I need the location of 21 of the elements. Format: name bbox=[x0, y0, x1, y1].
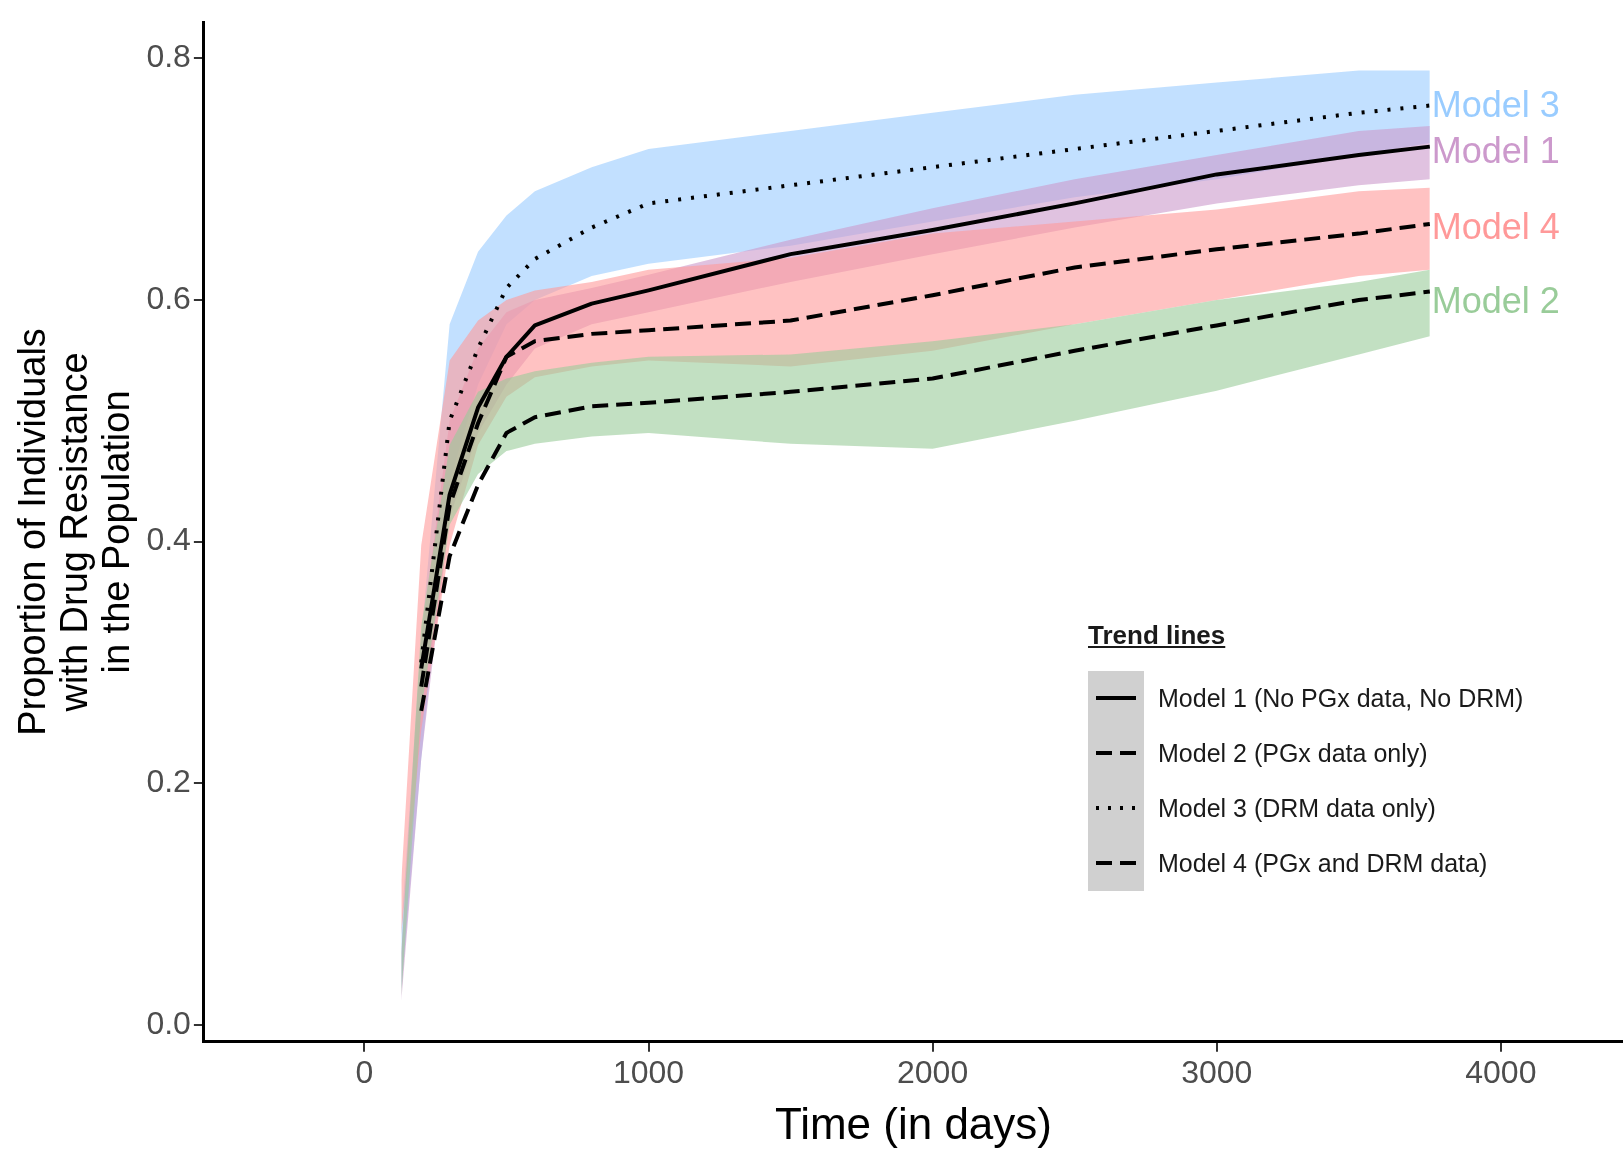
legend-label: Model 4 (PGx and DRM data) bbox=[1158, 849, 1488, 878]
y-tick-label: 0.4 bbox=[146, 521, 191, 558]
legend-label: Model 2 (PGx data only) bbox=[1158, 739, 1428, 768]
y-tick-label: 0.2 bbox=[146, 763, 191, 800]
x-tick-label: 3000 bbox=[1181, 1053, 1253, 1090]
x-tick-label: 2000 bbox=[897, 1053, 969, 1090]
legend-label: Model 4 bbox=[1431, 205, 1560, 247]
legend-label: Model 3 (DRM data only) bbox=[1158, 794, 1436, 823]
legend-label: Model 3 bbox=[1431, 83, 1560, 125]
legend-label: Model 1 (No PGx data, No DRM) bbox=[1158, 684, 1524, 713]
legend-title: Trend lines bbox=[1088, 620, 1227, 651]
x-tick-label: 4000 bbox=[1465, 1053, 1537, 1090]
legend-label: Model 1 bbox=[1431, 129, 1560, 171]
x-tick-label: 0 bbox=[355, 1053, 374, 1090]
x-tick-label: 1000 bbox=[612, 1053, 685, 1090]
x-axis-title: Time (in days) bbox=[774, 1098, 1052, 1148]
y-tick-label: 0.6 bbox=[146, 279, 191, 316]
y-axis-title: Proportion of Individuals with Drug Resistance in the Population bbox=[11, 328, 137, 736]
legend-label: Model 2 bbox=[1431, 280, 1560, 321]
y-tick-label: 0.0 bbox=[146, 1004, 191, 1041]
y-tick-label: 0.8 bbox=[146, 38, 191, 75]
